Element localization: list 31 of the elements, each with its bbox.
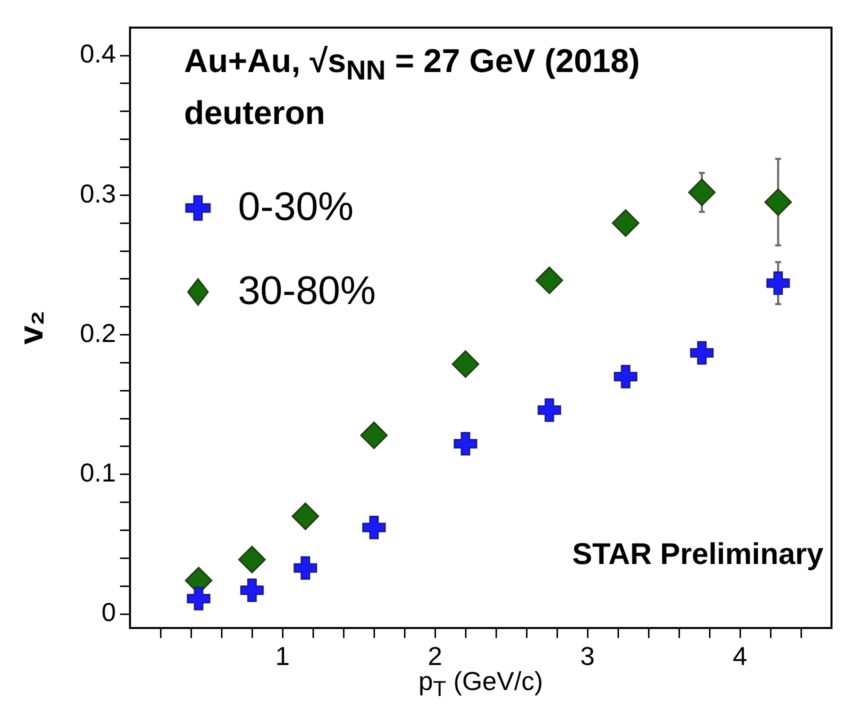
point (766, 271, 790, 295)
point (452, 350, 480, 378)
legend-label: 30-80% (238, 269, 376, 314)
y-axis-title: v₂ (12, 310, 52, 345)
point (614, 364, 638, 388)
point (240, 578, 264, 602)
point (764, 188, 792, 216)
text: deuteron (184, 94, 326, 132)
y-tick-label: 0.3 (80, 178, 116, 208)
point (454, 432, 478, 456)
point (690, 341, 714, 365)
x-tick-label: 3 (580, 640, 595, 671)
y-tick-label: 0 (102, 597, 116, 628)
point (186, 586, 210, 610)
point (292, 502, 320, 530)
point (294, 556, 318, 580)
point (688, 178, 716, 206)
point (536, 266, 564, 294)
point (538, 398, 562, 422)
point (360, 422, 388, 450)
y-tick-label: 0.4 (80, 38, 116, 69)
x-tick-label: 1 (275, 640, 290, 671)
legend-label: 0-30% (238, 185, 354, 230)
point (362, 516, 386, 540)
point (612, 209, 640, 237)
y-tick-label: 0.2 (80, 318, 116, 348)
x-tick-label: 4 (732, 640, 748, 671)
point (238, 546, 266, 574)
text: Au+Au, √s$_{NN}$ = 27 GeV (2018) (184, 42, 640, 86)
y-tick-label: 0.1 (80, 458, 116, 488)
annotation: STAR Preliminary (572, 538, 824, 572)
